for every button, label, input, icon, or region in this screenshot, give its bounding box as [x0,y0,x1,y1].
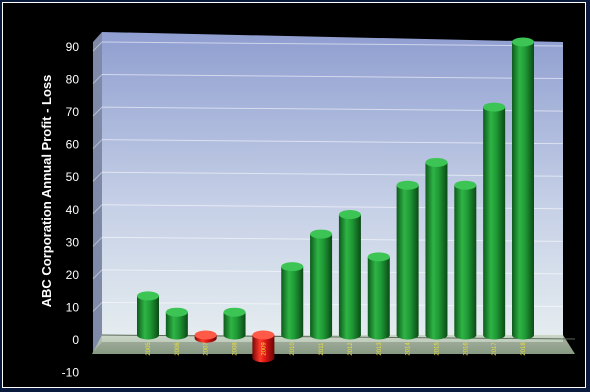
bar-body [165,312,188,335]
x-tick-label: 2015 [434,342,440,356]
bar-body [454,185,477,335]
bar-top-cap [137,291,159,301]
bar-body [367,256,390,335]
gridline-side [92,171,103,182]
bar-body [512,42,534,335]
bar-top-cap [252,330,275,340]
bar-2018 [512,37,534,340]
gridline [101,41,564,47]
bar-bottom-cap [165,330,188,340]
y-tick-label: 0 [72,333,79,347]
x-tick-label: 2007 [204,342,210,356]
bar-bottom-cap [454,330,477,340]
bar-2009 [252,330,275,363]
bar-body [137,295,159,335]
bar-bottom-cap [396,330,419,340]
bar-top-cap [483,102,506,112]
y-tick-label: 50 [66,170,80,184]
chart-frame: -10 0 10 20 30 40 50 60 70 80 90 2005 2006 2007 2008 2… [2,2,586,388]
bar-body [483,107,506,335]
x-tick-label: 2013 [377,342,383,356]
y-tick-label: 80 [66,73,80,87]
bar-2006 [165,307,188,340]
bar-2013 [367,252,390,340]
gridline-side [92,106,103,117]
bar-top-cap [396,180,419,190]
x-tick-label: 2005 [146,342,152,356]
gridline-side [92,41,103,52]
bar-top-cap [223,307,246,317]
bar-body [338,214,361,335]
bar-2017 [483,102,506,340]
bar-bottom-cap [338,330,361,340]
bar-bottom-cap [483,330,506,340]
bar-top-cap [165,307,188,317]
y-tick-label: -10 [62,366,80,380]
bar-top-cap [367,252,390,262]
bar-body [281,266,304,335]
bar-bottom-cap [425,330,448,340]
bar-bottom-cap [281,330,304,340]
bar-top-cap [425,157,448,167]
x-tick-label: 2006 [175,342,181,356]
x-tick-label: 2014 [406,342,412,356]
bar-bottom-cap [512,330,534,340]
bar-2008 [223,307,246,340]
bar-2014 [396,180,419,340]
bar-bottom-cap [223,330,246,340]
bar-bottom-cap [252,353,275,363]
y-tick-label: 90 [66,40,80,54]
bar-top-cap [338,210,361,220]
bar-body [396,185,419,335]
bar-body [252,335,275,358]
bar-bottom-cap [137,330,159,340]
bar-top-cap [194,330,217,340]
y-tick-label: 60 [66,138,80,152]
bar-2011 [310,229,333,340]
bar-bottom-cap [367,330,390,340]
bar-top-cap [310,229,333,239]
bar-2016 [454,180,477,340]
y-tick-label: 10 [66,300,80,314]
x-tick-label: 2017 [492,342,498,356]
plot-background [102,32,563,342]
gridline-side [92,236,103,247]
y-tick-label: 40 [66,203,80,217]
gridline-side [92,139,103,150]
bar-body [223,312,246,335]
y-tick-label: 30 [66,235,80,249]
x-tick-label: 2016 [463,342,469,356]
x-tick-label: 2009 [261,342,267,356]
gridline-side [92,302,103,312]
bar-2015 [425,157,448,340]
gridline-side [92,204,103,215]
y-tick-label: 70 [66,105,80,119]
y-axis-label: ABC Corporation Annual Profit - Loss [39,75,54,308]
gridline [101,74,564,80]
bar-chart: -10 0 10 20 30 40 50 60 70 80 90 2005 2006 2007 2008 2… [39,32,576,380]
bar-bottom-cap [310,330,333,340]
bar-2005 [137,291,159,340]
x-tick-label: 2011 [319,342,325,356]
bar-2012 [338,210,361,340]
bar-top-cap [454,180,477,190]
gridline-side [92,269,103,280]
gridline-side [92,74,103,84]
y-tick-label: 20 [66,268,80,282]
x-tick-label: 2012 [348,342,354,356]
bar-top-cap [512,37,534,47]
x-tick-label: 2008 [233,342,239,356]
x-tick-label: 2010 [290,342,296,356]
bar-body [310,234,333,335]
x-tick-label: 2018 [521,342,527,356]
bar-body [425,162,448,335]
bar-2010 [281,262,304,340]
bar-top-cap [281,262,304,272]
bar-2007 [194,330,217,343]
